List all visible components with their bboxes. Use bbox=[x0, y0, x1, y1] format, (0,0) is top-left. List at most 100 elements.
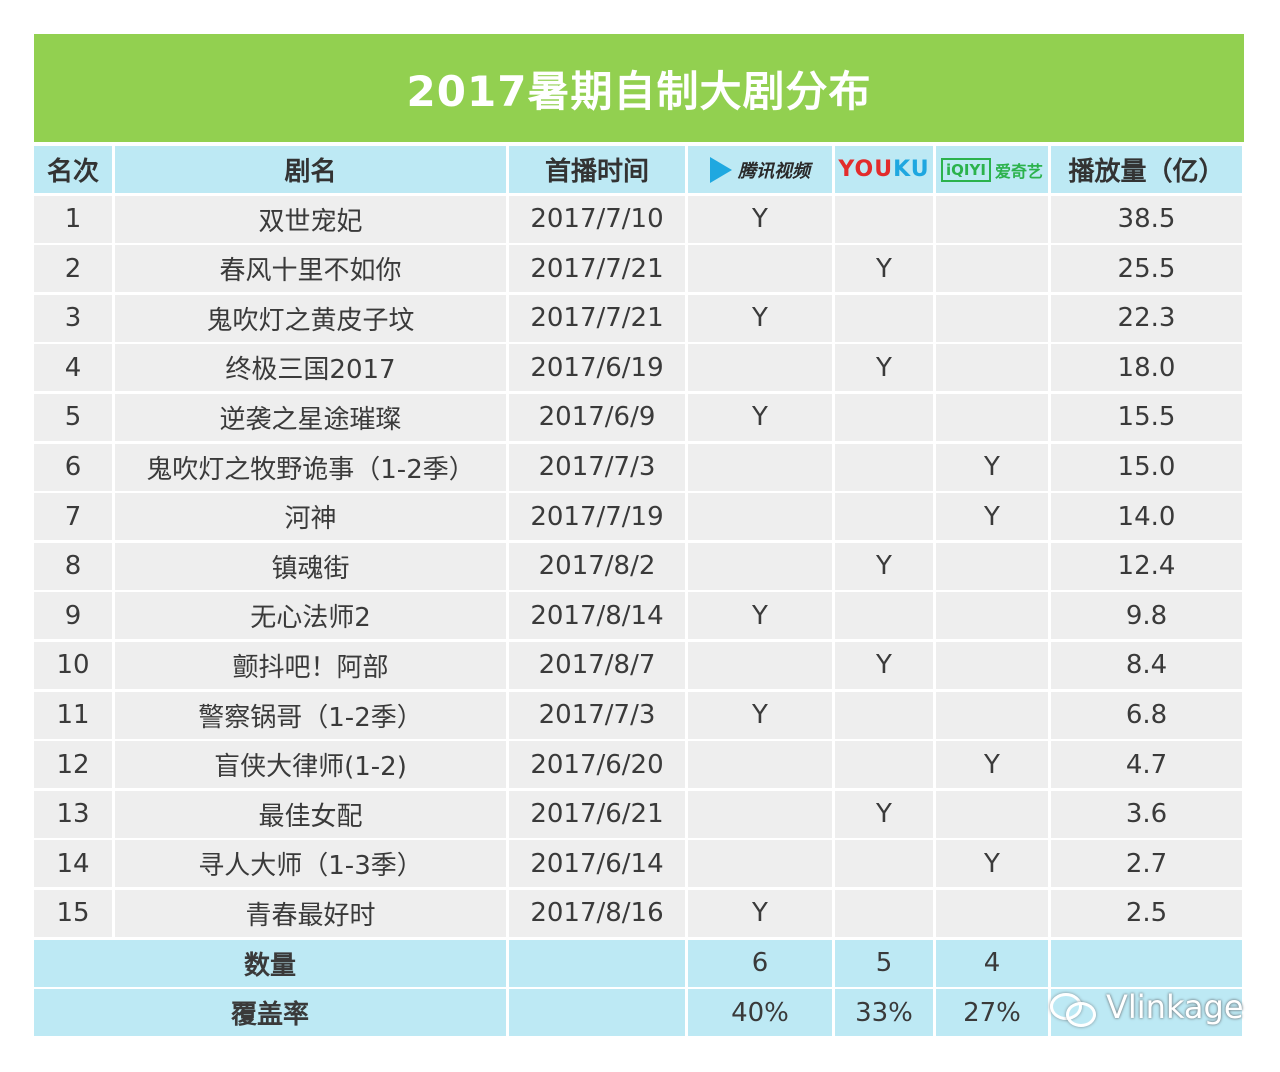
cell-name: 最佳女配 bbox=[115, 790, 506, 838]
cell-iqiyi bbox=[936, 790, 1048, 838]
cell-date: 2017/6/14 bbox=[509, 840, 685, 888]
cell-tencent bbox=[688, 840, 832, 888]
cell-youku: Y bbox=[835, 542, 933, 590]
cell-iqiyi: Y bbox=[936, 741, 1048, 789]
cell-views: 2.7 bbox=[1051, 840, 1242, 888]
wechat-icon bbox=[1048, 989, 1098, 1027]
table-row: 3 鬼吹灯之黄皮子坟 2017/7/21 Y 22.3 bbox=[34, 294, 1244, 342]
cell-rank: 4 bbox=[34, 344, 112, 392]
cell-youku bbox=[835, 393, 933, 441]
table-row: 15 青春最好时 2017/8/16 Y 2.5 bbox=[34, 889, 1244, 937]
cell-iqiyi: Y bbox=[936, 840, 1048, 888]
cell-rank: 15 bbox=[34, 889, 112, 937]
cell-name: 春风十里不如你 bbox=[115, 245, 506, 293]
header-row: 名次 剧名 首播时间 腾讯视频 YOUKU iQIYI 爱奇艺 播放量 bbox=[34, 146, 1244, 193]
cell-name: 盲侠大律师(1-2) bbox=[115, 741, 506, 789]
cell-youku: Y bbox=[835, 344, 933, 392]
cell-views: 22.3 bbox=[1051, 294, 1242, 342]
summary-tencent: 40% bbox=[688, 989, 832, 1037]
table-row: 14 寻人大师（1-3季） 2017/6/14 Y 2.7 bbox=[34, 840, 1244, 888]
table-row: 11 警察锅哥（1-2季） 2017/7/3 Y 6.8 bbox=[34, 691, 1244, 739]
cell-tencent bbox=[688, 741, 832, 789]
cell-date: 2017/7/21 bbox=[509, 294, 685, 342]
table-row: 10 颤抖吧！阿部 2017/8/7 Y 8.4 bbox=[34, 641, 1244, 689]
summary-youku: 5 bbox=[835, 939, 933, 987]
cell-views: 8.4 bbox=[1051, 641, 1242, 689]
cell-youku bbox=[835, 493, 933, 541]
cell-name: 逆袭之星途璀璨 bbox=[115, 393, 506, 441]
cell-tencent bbox=[688, 344, 832, 392]
header-date: 首播时间 bbox=[509, 146, 685, 193]
cell-rank: 8 bbox=[34, 542, 112, 590]
cell-rank: 2 bbox=[34, 245, 112, 293]
cell-name: 镇魂街 bbox=[115, 542, 506, 590]
cell-views: 14.0 bbox=[1051, 493, 1242, 541]
cell-rank: 6 bbox=[34, 443, 112, 491]
cell-youku: Y bbox=[835, 641, 933, 689]
cell-date: 2017/7/3 bbox=[509, 691, 685, 739]
cell-youku bbox=[835, 889, 933, 937]
cell-rank: 9 bbox=[34, 592, 112, 640]
cell-youku bbox=[835, 195, 933, 243]
header-youku-logo: YOUKU bbox=[835, 146, 933, 193]
cell-iqiyi bbox=[936, 344, 1048, 392]
table-row: 13 最佳女配 2017/6/21 Y 3.6 bbox=[34, 790, 1244, 838]
cell-rank: 11 bbox=[34, 691, 112, 739]
cell-rank: 12 bbox=[34, 741, 112, 789]
cell-tencent: Y bbox=[688, 592, 832, 640]
cell-views: 4.7 bbox=[1051, 741, 1242, 789]
cell-rank: 10 bbox=[34, 641, 112, 689]
summary-iqiyi: 4 bbox=[936, 939, 1048, 987]
cell-rank: 1 bbox=[34, 195, 112, 243]
cell-tencent bbox=[688, 790, 832, 838]
header-rank: 名次 bbox=[34, 146, 112, 193]
cell-date: 2017/8/16 bbox=[509, 889, 685, 937]
iqiyi-logo-text: 爱奇艺 bbox=[994, 161, 1043, 181]
cell-date: 2017/6/21 bbox=[509, 790, 685, 838]
cell-views: 38.5 bbox=[1051, 195, 1242, 243]
cell-name: 颤抖吧！阿部 bbox=[115, 641, 506, 689]
cell-youku bbox=[835, 840, 933, 888]
summary-row: 数量 6 5 4 bbox=[34, 939, 1244, 987]
tencent-logo-text: 腾讯视频 bbox=[738, 160, 810, 182]
table-frame: 2017暑期自制大剧分布 名次 剧名 首播时间 腾讯视频 YOUKU iQIYI… bbox=[34, 34, 1244, 1044]
cell-date: 2017/6/19 bbox=[509, 344, 685, 392]
table-row: 4 终极三国2017 2017/6/19 Y 18.0 bbox=[34, 344, 1244, 392]
header-tencent-logo: 腾讯视频 bbox=[688, 146, 832, 193]
cell-date: 2017/6/9 bbox=[509, 393, 685, 441]
table-row: 6 鬼吹灯之牧野诡事（1-2季） 2017/7/3 Y 15.0 bbox=[34, 443, 1244, 491]
youku-logo-part2: KU bbox=[893, 157, 930, 182]
summary-tencent: 6 bbox=[688, 939, 832, 987]
cell-views: 6.8 bbox=[1051, 691, 1242, 739]
cell-youku bbox=[835, 741, 933, 789]
table-row: 12 盲侠大律师(1-2) 2017/6/20 Y 4.7 bbox=[34, 741, 1244, 789]
cell-tencent: Y bbox=[688, 294, 832, 342]
cell-iqiyi bbox=[936, 542, 1048, 590]
cell-date: 2017/7/21 bbox=[509, 245, 685, 293]
cell-tencent bbox=[688, 641, 832, 689]
cell-youku bbox=[835, 592, 933, 640]
cell-views: 9.8 bbox=[1051, 592, 1242, 640]
cell-youku: Y bbox=[835, 245, 933, 293]
header-name: 剧名 bbox=[115, 146, 506, 193]
cell-tencent: Y bbox=[688, 889, 832, 937]
cell-date: 2017/8/14 bbox=[509, 592, 685, 640]
cell-youku bbox=[835, 443, 933, 491]
cell-iqiyi bbox=[936, 245, 1048, 293]
cell-name: 鬼吹灯之牧野诡事（1-2季） bbox=[115, 443, 506, 491]
summary-label: 覆盖率 bbox=[34, 989, 506, 1037]
cell-tencent bbox=[688, 493, 832, 541]
cell-tencent bbox=[688, 443, 832, 491]
watermark-text: Vlinkage bbox=[1106, 988, 1244, 1026]
cell-rank: 13 bbox=[34, 790, 112, 838]
cell-youku bbox=[835, 691, 933, 739]
cell-youku: Y bbox=[835, 790, 933, 838]
summary-empty-cell bbox=[1051, 939, 1242, 987]
cell-tencent: Y bbox=[688, 691, 832, 739]
table-row: 9 无心法师2 2017/8/14 Y 9.8 bbox=[34, 592, 1244, 640]
cell-date: 2017/7/3 bbox=[509, 443, 685, 491]
cell-rank: 7 bbox=[34, 493, 112, 541]
summary-row: 覆盖率 40% 33% 27% bbox=[34, 989, 1244, 1037]
table-row: 8 镇魂街 2017/8/2 Y 12.4 bbox=[34, 542, 1244, 590]
cell-name: 河神 bbox=[115, 493, 506, 541]
